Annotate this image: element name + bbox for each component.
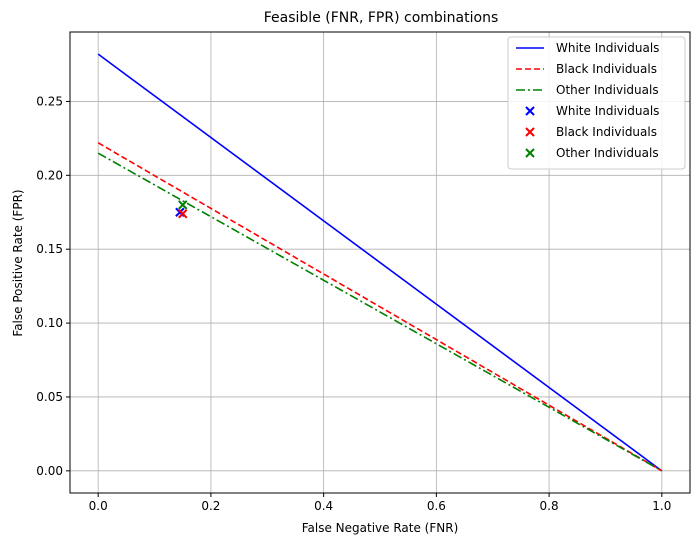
legend: White Individuals Black Individuals Other … xyxy=(507,36,686,170)
y-tick-label: 0.15 xyxy=(36,242,63,256)
white-individuals-line xyxy=(97,53,663,472)
x-tick-label: 0.0 xyxy=(89,499,108,513)
legend-item: White Individuals xyxy=(525,104,659,118)
x-tick-label: 0.2 xyxy=(201,499,220,513)
marker-stroke xyxy=(525,148,535,158)
x-axis-ticks: 0.0 0.2 0.4 0.6 0.8 1.0 xyxy=(89,493,671,513)
legend-item: White Individuals xyxy=(516,41,659,55)
y-tick-label: 0.00 xyxy=(36,464,63,478)
marker-stroke xyxy=(178,209,188,219)
chart-title: Feasible (FNR, FPR) combinations xyxy=(264,10,499,26)
marker-stroke xyxy=(525,106,535,116)
legend-item: Black Individuals xyxy=(525,125,657,139)
y-axis-label: False Positive Rate (FPR) xyxy=(11,189,25,336)
x-tick-label: 1.0 xyxy=(652,499,671,513)
other-individuals-line xyxy=(97,152,663,472)
black-individuals-legend-label: Black Individuals xyxy=(556,62,657,76)
x-tick-label: 0.8 xyxy=(540,499,559,513)
y-tick-label: 0.10 xyxy=(36,316,63,330)
black-individuals-legend-label: Black Individuals xyxy=(556,125,657,139)
y-tick-label: 0.05 xyxy=(36,390,63,404)
black-individuals-line xyxy=(97,142,663,472)
y-tick-label: 0.20 xyxy=(36,168,63,182)
legend-item: Other Individuals xyxy=(525,146,659,160)
black-individuals-point xyxy=(178,209,188,219)
x-axis-label: False Negative Rate (FNR) xyxy=(302,521,459,535)
x-tick-label: 0.6 xyxy=(427,499,446,513)
other-individuals-legend-label: Other Individuals xyxy=(556,146,659,160)
white-individuals-legend-marker xyxy=(525,106,535,116)
y-tick-label: 0.25 xyxy=(36,94,63,108)
legend-item: Other Individuals xyxy=(516,83,659,97)
legend-box xyxy=(507,36,686,170)
black-individuals-legend-marker xyxy=(525,127,535,137)
marker-stroke xyxy=(525,127,535,137)
plot-frame xyxy=(69,31,691,494)
series-layer xyxy=(97,53,663,472)
white-individuals-legend-label: White Individuals xyxy=(556,104,659,118)
other-individuals-legend-marker xyxy=(525,148,535,158)
white-individuals-legend-label: White Individuals xyxy=(556,41,659,55)
other-individuals-legend-label: Other Individuals xyxy=(556,83,659,97)
marker-stroke xyxy=(178,200,188,210)
y-axis-ticks: 0.00 0.05 0.10 0.15 0.20 0.25 xyxy=(36,94,70,478)
legend-item: Black Individuals xyxy=(516,62,657,76)
other-individuals-point xyxy=(178,200,188,210)
x-tick-label: 0.4 xyxy=(314,499,333,513)
